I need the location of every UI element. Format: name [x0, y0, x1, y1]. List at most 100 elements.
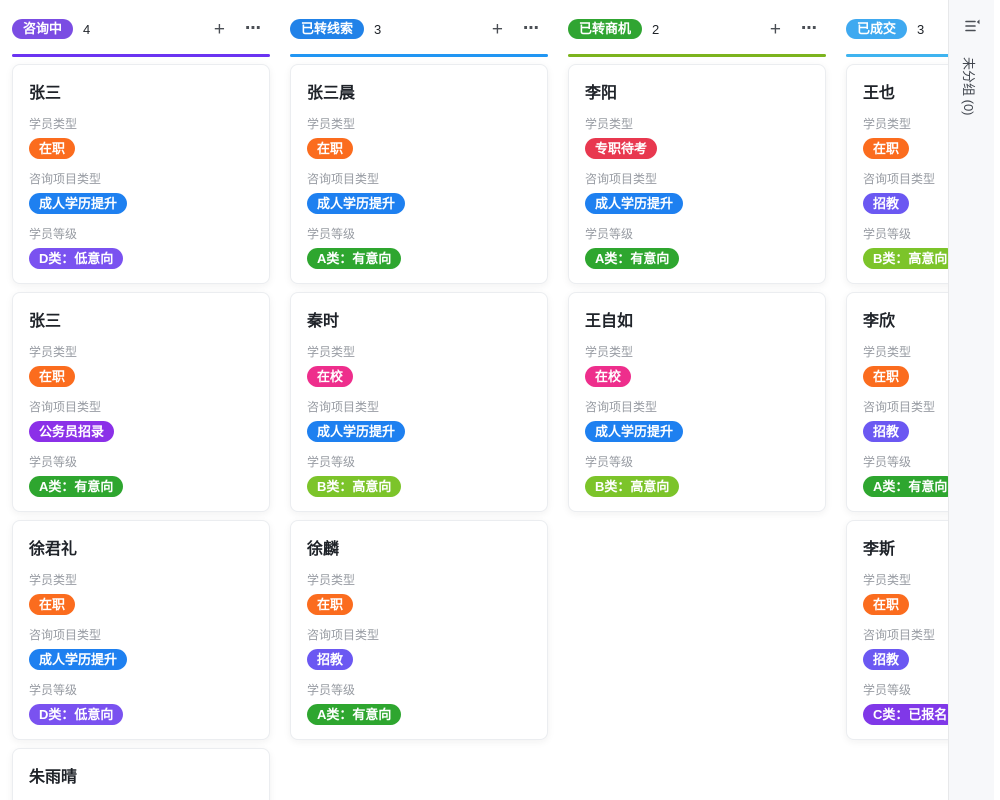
card-title: 徐麟	[307, 541, 340, 558]
field-value-pill[interactable]: A类：有意向	[29, 476, 124, 497]
field-label: 学员类型	[585, 345, 634, 359]
card-fields: 学员类型在职咨询项目类型 成人学历提升 学员等级 A类：有意向	[307, 117, 531, 269]
column-actions: + ⋯	[492, 20, 540, 39]
card-field: 咨询项目类型 招教	[863, 628, 1000, 670]
column-count: 3	[917, 21, 925, 37]
field-value-pill[interactable]: A类：有意向	[585, 248, 680, 269]
field-value-pill[interactable]: A类：有意向	[307, 248, 402, 269]
field-value-pill[interactable]: B类：高意向	[863, 248, 958, 269]
kanban-column: 已转线索 3 + ⋯ 张三晨 学员类型 在职 咨询项目类型 成人学历提升 学员等级 A类：…	[290, 18, 548, 800]
card-field: 学员类型 在职	[29, 117, 253, 159]
column-count: 3	[374, 21, 382, 37]
card-fields: 学员类型 在校 咨询项目类型 成人学历提升 学员等级 B类：高意向	[307, 345, 531, 497]
card-field: 咨询项目类型 成人学历提升	[307, 172, 531, 214]
card-field: 学员等级 A类：有意向	[307, 227, 531, 269]
card-fields: 学员类型 在职 咨询项目类型 成人学历提升 学员等级 D类：低意向	[29, 117, 253, 269]
card-field: 咨询项目类型公务员招录	[29, 400, 253, 442]
card-title: 李斯	[863, 541, 896, 558]
column-header: 咨询中 4 + ⋯	[12, 18, 270, 40]
card-fields: 学员类型 在职 咨询项目类型 招教 学员等级 B类：高意向	[863, 117, 1000, 269]
field-value-pill[interactable]: 招教	[863, 193, 910, 214]
field-value-pill[interactable]: B类：高意向	[585, 476, 680, 497]
card-field: 学员类型 在职	[863, 573, 1000, 615]
record-card[interactable]: 秦时 学员类型 在校 咨询项目类型 成人学历提升 学员等级 B类：高意向	[290, 292, 548, 512]
card-field: 学员类型 在职	[863, 345, 1000, 387]
kanban-column: 已转商机 2 + ⋯ 李阳 学员类型 专职待考 咨询项目类型 成人学历提升 学员等级 A类…	[568, 18, 826, 800]
field-value-pill[interactable]: A类：有意向	[307, 704, 402, 725]
field-value-pill[interactable]: C类：已报名	[863, 704, 958, 725]
field-label: 学员类型	[29, 573, 78, 587]
card-field: 学员等级 D类：低意向	[29, 683, 253, 725]
column-more-icon[interactable]: ⋯	[523, 20, 540, 37]
field-value-pill[interactable]: B类：高意向	[307, 476, 402, 497]
field-value-pill[interactable]: 专职待考	[585, 138, 658, 159]
field-label: 学员类型	[307, 573, 356, 587]
card-field: 咨询项目类型 成人学历提升	[585, 400, 809, 442]
column-header: 已转线索 3 + ⋯	[290, 18, 548, 40]
record-card[interactable]: 张三 学员类型 在职 咨询项目类型 成人学历提升 学员等级 D类：低意向	[12, 64, 270, 284]
field-value-pill[interactable]: 成人学历提升	[307, 193, 406, 214]
field-value-pill[interactable]: D类：低意向	[29, 704, 124, 725]
field-value-pill[interactable]: 在职	[863, 366, 910, 387]
column-header: 已转商机 2 + ⋯	[568, 18, 826, 40]
record-card[interactable]: 张三晨 学员类型 在职 咨询项目类型 成人学历提升 学员等级 A类：有意向	[290, 64, 548, 284]
field-value-pill[interactable]: 成人学历提升	[29, 193, 128, 214]
field-value-pill[interactable]: 在校	[585, 366, 632, 387]
record-card[interactable]: 徐麟 学员类型 在职 咨询项目类型 招教 学员等级 A类：有意向	[290, 520, 548, 740]
record-card[interactable]: 徐君礼 学员类型 在职 咨询项目类型 成人学历提升 学员等级 D类：低意向	[12, 520, 270, 740]
card-list: 张三 学员类型 在职 咨询项目类型 成人学历提升 学员等级 D类：低意向 张三 学员类型在…	[12, 64, 270, 800]
card-field: 学员等级 A类：有意向	[307, 683, 531, 725]
column-more-icon[interactable]: ⋯	[245, 20, 262, 37]
field-value-pill[interactable]: 招教	[863, 421, 910, 442]
field-label: 学员类型	[307, 117, 356, 131]
card-field: 学员类型 在职	[29, 345, 253, 387]
column-name-pill[interactable]: 已转线索	[290, 19, 365, 39]
field-label: 咨询项目类型	[307, 400, 380, 414]
column-name-pill[interactable]: 已转商机	[568, 19, 643, 39]
column-count: 2	[652, 21, 660, 37]
record-card[interactable]: 王自如 学员类型 在校 咨询项目类型 成人学历提升 学员等级 B类：高意向	[568, 292, 826, 512]
field-value-pill[interactable]: A类：有意向	[863, 476, 958, 497]
add-card-icon[interactable]: +	[213, 18, 225, 40]
column-name-pill[interactable]: 咨询中	[12, 19, 74, 39]
field-value-pill[interactable]: 招教	[863, 649, 910, 670]
collapse-panel-icon[interactable]	[963, 17, 981, 35]
field-value-pill[interactable]: 在职	[307, 594, 354, 615]
field-label: 学员等级	[307, 455, 356, 469]
column-underline	[846, 54, 1000, 57]
card-title: 王也	[863, 85, 896, 102]
field-value-pill[interactable]: 在职	[29, 366, 76, 387]
ungrouped-panel[interactable]	[948, 0, 994, 800]
field-value-pill[interactable]: 在职	[863, 594, 910, 615]
card-field: 学员类型 在职	[29, 573, 253, 615]
ungrouped-panel-label[interactable]: 未分组 (0)	[961, 57, 976, 116]
add-card-icon[interactable]: +	[769, 18, 781, 40]
column-underline	[568, 54, 826, 57]
field-value-pill[interactable]: 公务员招录	[29, 421, 115, 442]
card-field: 学员等级 D类：低意向	[29, 227, 253, 269]
record-card[interactable]: 朱雨晴 学员类型	[12, 748, 270, 800]
field-value-pill[interactable]: D类：低意向	[29, 248, 124, 269]
field-value-pill[interactable]: 成人学历提升	[307, 421, 406, 442]
field-value-pill[interactable]: 在校	[307, 366, 354, 387]
record-card[interactable]: 李阳 学员类型 专职待考 咨询项目类型 成人学历提升 学员等级 A类：有意向	[568, 64, 826, 284]
column-more-icon[interactable]: ⋯	[801, 20, 818, 37]
field-label: 咨询项目类型	[29, 400, 102, 414]
card-title: 李阳	[585, 85, 618, 102]
card-field: 咨询项目类型 成人学历提升	[585, 172, 809, 214]
field-value-pill[interactable]: 在职	[863, 138, 910, 159]
field-value-pill[interactable]: 在职	[29, 594, 76, 615]
card-fields: 学员类型 专职待考 咨询项目类型 成人学历提升 学员等级 A类：有意向	[585, 117, 809, 269]
field-value-pill[interactable]: 招教	[307, 649, 354, 670]
field-value-pill[interactable]: 在职	[29, 138, 76, 159]
record-card[interactable]: 张三 学员类型 在职 咨询项目类型 公务员招录 学员等级 A类：有意向	[12, 292, 270, 512]
add-card-icon[interactable]: +	[491, 18, 503, 40]
field-value-pill[interactable]: 成人学历提升	[585, 193, 684, 214]
field-label: 咨询项目类型	[863, 400, 936, 414]
field-value-pill[interactable]: 在职	[307, 138, 354, 159]
card-field: 学员等级 B类：高意向	[863, 227, 1000, 269]
column-name-pill[interactable]: 已成交	[846, 19, 908, 39]
field-value-pill[interactable]: 成人学历提升	[29, 649, 128, 670]
field-value-pill[interactable]: 成人学历提升	[585, 421, 684, 442]
